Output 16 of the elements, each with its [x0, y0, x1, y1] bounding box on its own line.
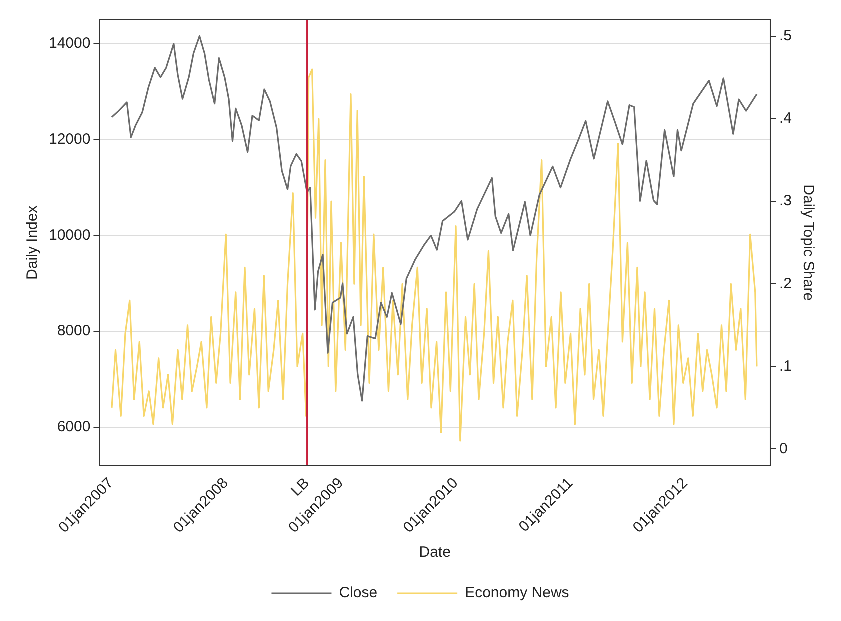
- y2-tick-label: .4: [779, 110, 792, 128]
- y-axis-title: Daily Index: [24, 205, 42, 280]
- y2-tick-label: .1: [779, 358, 792, 375]
- y2-tick-label: 0: [779, 440, 788, 458]
- x-axis-title: Date: [419, 544, 451, 562]
- y-tick-label: 8000: [57, 322, 91, 340]
- y-tick-label: 14000: [48, 35, 91, 52]
- y2-tick-label: .2: [779, 275, 792, 292]
- y2-tick-label: .5: [779, 28, 792, 45]
- y2-axis-title: Daily Topic Share: [800, 184, 817, 302]
- y2-tick-label: .3: [779, 192, 792, 210]
- y-tick-label: 6000: [57, 418, 91, 436]
- legend-label: Close: [339, 584, 378, 602]
- y-tick-label: 10000: [48, 226, 91, 244]
- y-tick-label: 12000: [48, 130, 91, 148]
- legend-label: Economy News: [465, 584, 570, 602]
